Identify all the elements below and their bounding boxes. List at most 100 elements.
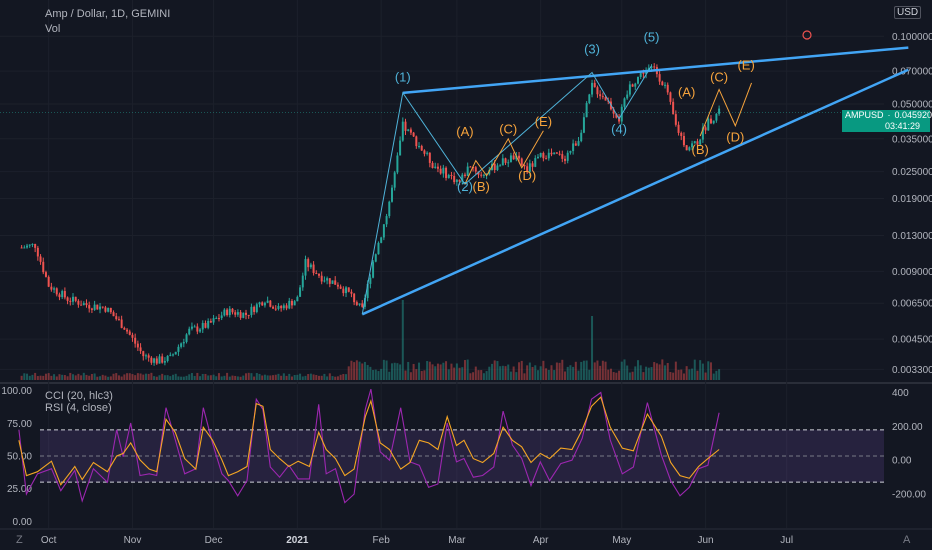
volume-bar: [555, 362, 558, 380]
candle-body: [47, 276, 50, 287]
volume-bar: [718, 369, 721, 380]
candle-body: [401, 121, 404, 141]
candles-group: [20, 63, 721, 366]
volume-bar: [664, 365, 667, 380]
volume-bar: [277, 373, 280, 380]
auto-scale-button[interactable]: A: [903, 534, 911, 546]
volume-bar: [420, 371, 423, 380]
candle-body: [201, 323, 204, 330]
volume-bar: [242, 375, 245, 380]
candle-body: [466, 166, 469, 176]
candle-body: [39, 256, 42, 262]
volume-bar: [612, 372, 615, 380]
candle-body: [582, 117, 585, 133]
volume-bar: [577, 370, 580, 380]
candle-body: [623, 98, 626, 107]
volume-bar: [296, 374, 299, 380]
candle-body: [266, 300, 269, 303]
volume-bar: [582, 360, 585, 380]
candle-body: [50, 286, 53, 290]
candle-body: [169, 354, 172, 356]
volume-bar: [201, 373, 204, 380]
candle-body: [461, 174, 464, 182]
currency-button[interactable]: USD: [894, 6, 922, 19]
volume-bar: [377, 371, 380, 380]
candle-body: [393, 172, 396, 188]
volume-bar: [453, 367, 456, 380]
volume-bar: [177, 376, 180, 380]
rsi-indicator-label[interactable]: RSI (4, close): [45, 402, 112, 414]
volume-bar: [299, 373, 302, 380]
timezone-icon[interactable]: Z: [16, 534, 23, 546]
candle-body: [245, 312, 248, 315]
candle-body: [363, 298, 366, 307]
volume-bar: [615, 372, 618, 380]
candle-body: [699, 139, 702, 145]
candle-body: [423, 150, 426, 154]
volume-bar: [204, 373, 207, 380]
volume-bar: [58, 374, 61, 380]
volume-bar: [55, 376, 58, 380]
candle-body: [377, 242, 380, 255]
volume-bar: [315, 375, 318, 380]
candle-body: [707, 118, 710, 131]
volume-bar: [169, 376, 172, 380]
time-tick-label: 2021: [286, 535, 309, 546]
trendline-upper: [402, 46, 909, 95]
wave-label: (3): [584, 41, 600, 56]
volume-bar: [163, 375, 166, 380]
candle-body: [626, 94, 629, 99]
candle-body: [536, 156, 539, 159]
volume-bar: [715, 370, 718, 380]
wave-label: (C): [710, 69, 728, 84]
candle-body: [499, 165, 502, 167]
volume-bar: [23, 373, 26, 380]
volume-bar: [685, 366, 688, 380]
volume-bar: [20, 375, 23, 380]
candle-body: [247, 314, 250, 316]
volume-bar: [272, 375, 275, 380]
candle-body: [447, 175, 450, 178]
candle-body: [312, 264, 315, 273]
candle-body: [82, 303, 85, 306]
volume-bar: [672, 372, 675, 380]
volume-bar: [128, 373, 131, 380]
volume-bar: [396, 363, 399, 380]
candle-body: [109, 308, 112, 313]
candle-body: [664, 84, 667, 86]
candle-body: [399, 140, 402, 156]
rsi-tick-label: 50.00: [7, 452, 32, 463]
candle-body: [339, 286, 342, 289]
volume-bar: [636, 360, 639, 380]
candle-body: [704, 127, 707, 131]
volume-bar: [585, 360, 588, 380]
volume-bar: [323, 373, 326, 380]
candle-body: [718, 108, 721, 114]
candle-body: [545, 158, 548, 160]
wave-label: (D): [518, 168, 536, 183]
candle-body: [34, 243, 37, 248]
volume-bar: [347, 366, 350, 380]
volume-bar: [639, 365, 642, 380]
volume-bar: [304, 375, 307, 380]
candle-body: [204, 323, 207, 328]
candle-body: [591, 82, 594, 95]
time-tick-label: Oct: [41, 535, 57, 546]
candle-body: [369, 277, 372, 284]
volume-bar: [28, 375, 31, 380]
volume-bar: [423, 370, 426, 380]
price-tick-label: 0.003300: [892, 365, 932, 376]
price-tag-dash: ·: [887, 110, 891, 120]
rsi-tick-label: 100.00: [1, 386, 32, 397]
candle-body: [528, 163, 531, 172]
candle-body: [158, 356, 161, 364]
volume-bar: [250, 373, 253, 380]
candle-body: [361, 303, 364, 307]
volume-bar: [42, 375, 45, 380]
candle-body: [390, 187, 393, 202]
candle-body: [564, 158, 567, 161]
cci-indicator-label[interactable]: CCI (20, hlc3): [45, 390, 113, 402]
volume-bar: [709, 362, 712, 380]
time-tick-label: Nov: [124, 535, 142, 546]
